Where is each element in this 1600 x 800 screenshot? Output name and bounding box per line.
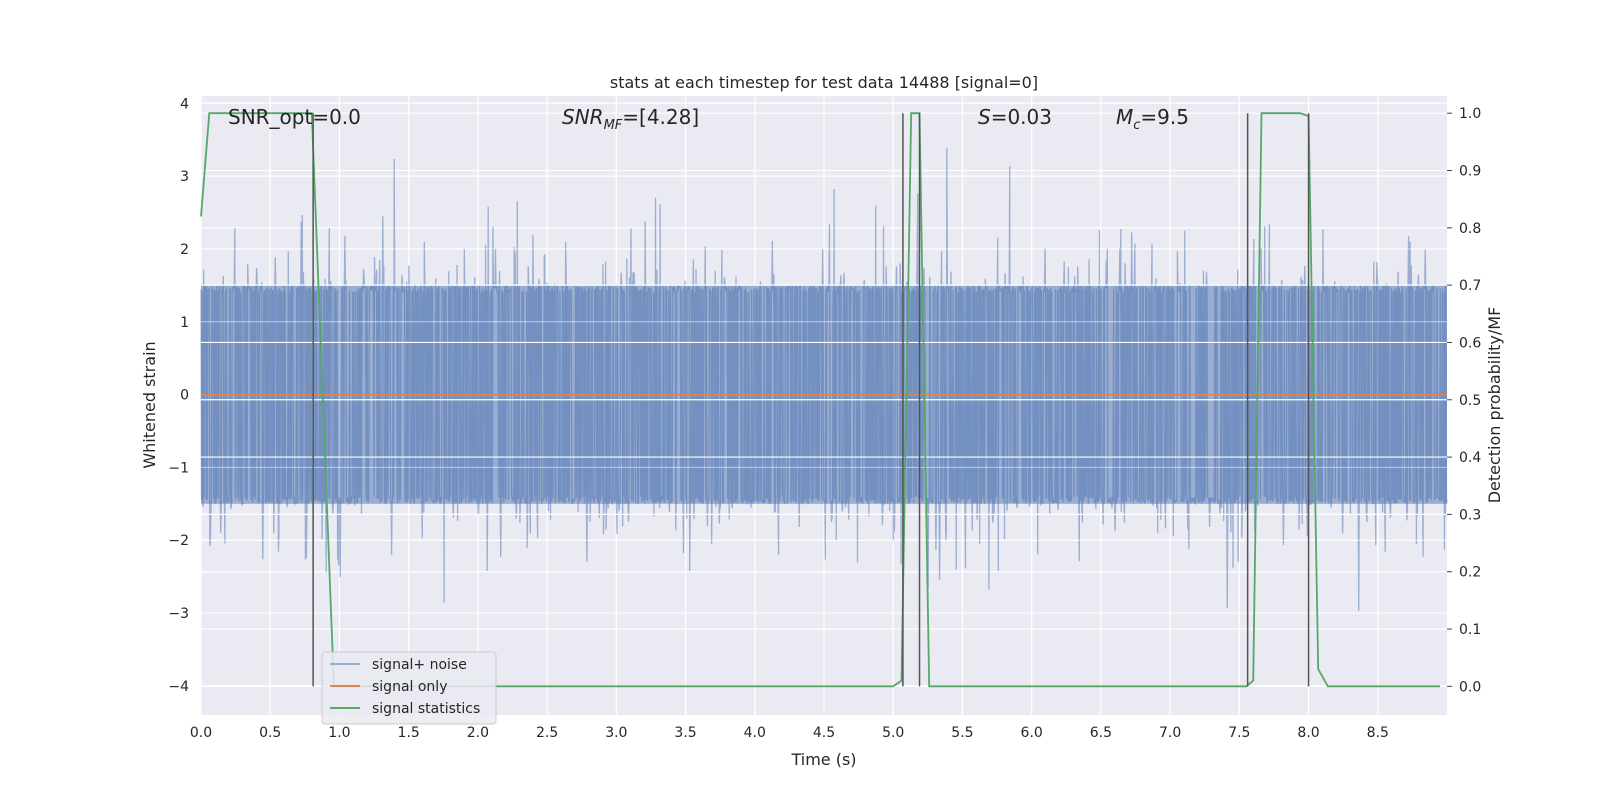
s-annotation: S=0.03 bbox=[978, 105, 1052, 129]
x-tick-label: 0.5 bbox=[259, 725, 281, 741]
x-tick-label: 1.0 bbox=[328, 725, 350, 741]
y2-tick-label: 0.8 bbox=[1459, 221, 1481, 237]
legend: signal+ noise signal only signal statist… bbox=[321, 651, 497, 725]
x-tick-labels: 0.0 0.5 1.0 1.5 2.0 2.5 3.0 3.5 4.0 4.5 5.0 5.5 6.0 6… bbox=[190, 725, 1389, 741]
y2-tick-label: 0.0 bbox=[1459, 679, 1481, 695]
x-tick-label: 4.0 bbox=[744, 725, 766, 741]
x-tick-label: 8.5 bbox=[1367, 725, 1389, 741]
x-tick-label: 3.5 bbox=[674, 725, 696, 741]
x-tick-label: 2.5 bbox=[536, 725, 558, 741]
x-tick-label: 1.5 bbox=[398, 725, 420, 741]
legend-box bbox=[321, 651, 497, 725]
y2-tick-label: 0.1 bbox=[1459, 622, 1481, 638]
y-tick-label: −4 bbox=[168, 679, 189, 695]
x-tick-label: 7.5 bbox=[1228, 725, 1250, 741]
y2-tick-label: 0.2 bbox=[1459, 565, 1481, 581]
y-tick-label: 3 bbox=[180, 169, 189, 185]
x-tick-label: 5.5 bbox=[951, 725, 973, 741]
y-tick-label: −1 bbox=[168, 460, 189, 476]
y-tick-label: 0 bbox=[180, 388, 189, 404]
x-tick-label: 2.0 bbox=[467, 725, 489, 741]
y2-tick-label: 0.5 bbox=[1459, 393, 1481, 409]
x-tick-label: 3.0 bbox=[605, 725, 627, 741]
x-axis-label: Time (s) bbox=[790, 750, 856, 769]
snr-opt-annotation: SNR_opt=0.0 bbox=[228, 105, 361, 129]
x-tick-label: 5.0 bbox=[882, 725, 904, 741]
y-tick-label: −2 bbox=[168, 533, 189, 549]
y2-tick-label: 0.6 bbox=[1459, 335, 1481, 351]
y2-tick-label: 0.7 bbox=[1459, 278, 1481, 294]
legend-label-noise: signal+ noise bbox=[372, 657, 467, 673]
legend-label-statistics: signal statistics bbox=[372, 701, 480, 717]
vertical-markers bbox=[312, 113, 1310, 687]
x-tick-label: 4.5 bbox=[813, 725, 835, 741]
mc-annotation: Mc=9.5 bbox=[1116, 105, 1189, 133]
x-tick-label: 8.0 bbox=[1297, 725, 1319, 741]
y-tick-label: −3 bbox=[168, 606, 189, 622]
x-tick-label: 6.0 bbox=[1021, 725, 1043, 741]
y2-tick-label: 1.0 bbox=[1459, 106, 1481, 122]
x-tick-label: 6.5 bbox=[1090, 725, 1112, 741]
snr-mf-annotation: SNRMF=[4.28] bbox=[562, 105, 699, 133]
chart-title: stats at each timestep for test data 144… bbox=[610, 73, 1038, 92]
y2-tick-label: 0.4 bbox=[1459, 450, 1481, 466]
y-tick-labels: −4 −3 −2 −1 0 1 2 3 4 bbox=[168, 96, 189, 695]
x-tick-label: 7.0 bbox=[1159, 725, 1181, 741]
y-axis-label: Whitened strain bbox=[140, 341, 159, 468]
y-tick-label: 1 bbox=[180, 315, 189, 331]
legend-label-signal: signal only bbox=[372, 679, 447, 695]
y2-tick-label: 0.3 bbox=[1459, 507, 1481, 523]
x-tick-label: 0.0 bbox=[190, 725, 212, 741]
y2-tick-label: 0.9 bbox=[1459, 164, 1481, 180]
y-tick-label: 4 bbox=[180, 96, 189, 112]
y-tick-label: 2 bbox=[180, 242, 189, 258]
y2-axis-label: Detection probability/MF bbox=[1485, 307, 1504, 504]
y2-tick-labels: 0.0 0.1 0.2 0.3 0.4 0.5 0.6 0.7 0.8 0.9 1.0 bbox=[1459, 106, 1481, 695]
